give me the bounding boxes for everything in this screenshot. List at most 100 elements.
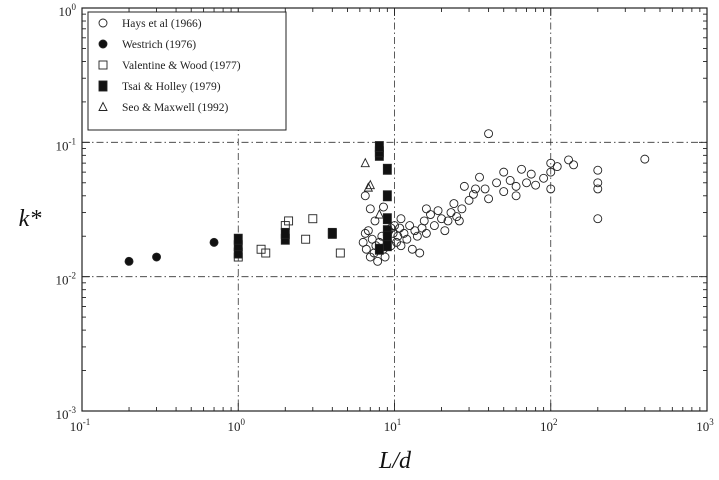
legend-label: Valentine & Wood (1977) — [122, 60, 241, 72]
data-point — [415, 248, 425, 258]
data-point — [499, 187, 509, 197]
data-point — [522, 178, 531, 188]
data-point — [363, 182, 374, 192]
data-point — [471, 184, 480, 194]
data-point — [426, 210, 435, 220]
data-point — [405, 221, 415, 231]
data-point — [546, 184, 556, 194]
data-point — [640, 154, 650, 164]
data-point — [373, 256, 383, 266]
data-point — [421, 228, 431, 238]
data-point — [517, 164, 526, 174]
y-tick-label: 10-2 — [56, 271, 77, 288]
x-tick-label: 100 — [228, 417, 246, 434]
data-point — [433, 206, 443, 216]
data-point — [593, 178, 603, 188]
data-point — [393, 231, 403, 241]
data-point — [459, 181, 469, 191]
data-point — [593, 214, 603, 224]
data-point — [370, 216, 380, 226]
y-tick-label: 100 — [59, 2, 77, 19]
data-point — [382, 190, 392, 202]
data-point — [464, 195, 474, 205]
data-point — [546, 167, 556, 177]
data-point — [531, 180, 541, 190]
data-point — [484, 194, 494, 204]
y-axis-title: k* — [19, 206, 42, 232]
data-point — [374, 209, 385, 219]
data-point — [440, 226, 450, 236]
data-point — [452, 212, 462, 222]
data-point — [209, 237, 219, 247]
data-point — [492, 178, 502, 188]
data-point — [308, 214, 318, 224]
data-point — [564, 155, 574, 165]
data-point — [505, 176, 515, 185]
data-point — [511, 181, 521, 191]
data-point — [382, 213, 392, 225]
data-point — [124, 256, 134, 266]
legend-label: Seo & Maxwell (1992) — [122, 102, 229, 114]
data-points — [124, 129, 650, 266]
data-point — [380, 252, 390, 262]
data-point — [374, 141, 384, 153]
data-point — [454, 216, 464, 226]
legend-label: Tsai & Holley (1979) — [122, 81, 221, 93]
data-point — [396, 241, 406, 251]
data-point — [443, 216, 453, 226]
data-point — [511, 191, 521, 201]
x-tick-label: 103 — [696, 417, 714, 434]
data-point — [335, 248, 345, 258]
data-point — [484, 129, 494, 139]
legend-marker — [98, 80, 108, 92]
data-point — [152, 252, 162, 262]
data-point — [365, 179, 376, 190]
data-point — [374, 243, 384, 255]
data-point — [396, 214, 406, 224]
data-point — [526, 169, 536, 179]
data-point — [539, 173, 549, 183]
data-point — [412, 231, 422, 241]
data-point — [382, 163, 392, 175]
data-point — [360, 157, 370, 168]
data-point — [301, 234, 311, 244]
data-point — [327, 227, 337, 239]
tick-labels: 10-1 100 101 102 103 10-3 10-2 10-1 100 — [56, 2, 715, 434]
data-point — [593, 165, 603, 175]
legend-marker — [98, 101, 108, 111]
data-point — [365, 204, 375, 214]
x-tick-label: 102 — [540, 417, 558, 434]
axis-ticks — [81, 7, 708, 412]
data-point — [280, 227, 290, 239]
data-point — [360, 228, 370, 238]
legend-marker — [98, 60, 108, 70]
data-point — [475, 172, 484, 182]
data-point — [261, 248, 271, 258]
x-axis-title: L/d — [378, 448, 412, 474]
data-point — [363, 226, 373, 236]
y-tick-label: 10-3 — [56, 405, 77, 422]
grid — [82, 8, 707, 411]
data-point — [379, 202, 388, 212]
data-point — [593, 184, 603, 194]
data-point — [569, 160, 579, 170]
legend-marker — [98, 18, 108, 28]
legend: Hays et al (1966) Westrich (1976) Valentin… — [87, 11, 287, 131]
data-point — [382, 230, 392, 242]
data-point — [407, 244, 417, 254]
x-tick-label: 10-1 — [70, 417, 91, 434]
x-tick-label: 101 — [384, 417, 402, 434]
data-point — [446, 208, 456, 218]
legend-marker — [98, 39, 108, 49]
y-tick-label: 10-1 — [56, 136, 77, 153]
legend-label: Hays et al (1966) — [122, 18, 202, 30]
legend-box — [87, 11, 287, 131]
data-point — [392, 237, 401, 247]
data-point — [429, 221, 439, 231]
data-point — [402, 234, 412, 244]
data-point — [421, 204, 431, 214]
data-point — [399, 228, 409, 238]
data-point — [360, 191, 370, 201]
data-point — [382, 240, 392, 252]
